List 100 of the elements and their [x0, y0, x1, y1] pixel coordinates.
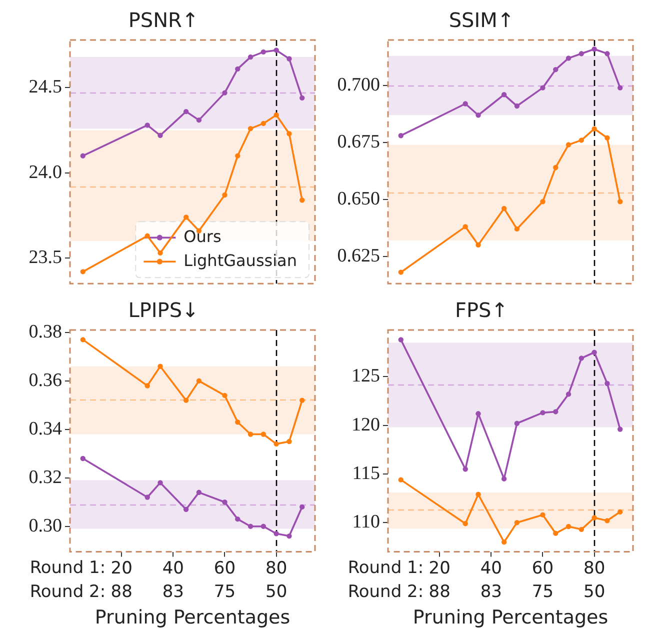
- point: [566, 56, 572, 61]
- point: [183, 108, 189, 114]
- point: [235, 420, 240, 425]
- point: [235, 516, 240, 522]
- chart-title: FPS↑: [454, 298, 508, 322]
- x-tick-label: 40: [480, 558, 502, 578]
- y-tick-label: 0.675: [337, 131, 380, 152]
- point: [183, 506, 189, 512]
- point: [80, 456, 86, 462]
- point: [514, 520, 520, 526]
- x-axis-title: Pruning Percentages: [94, 606, 290, 629]
- point: [462, 224, 468, 230]
- text: 75: [214, 582, 236, 602]
- chart-title: SSIM↑: [448, 8, 514, 32]
- point: [592, 46, 597, 52]
- point: [476, 411, 481, 416]
- point: [540, 410, 546, 416]
- point: [158, 250, 163, 256]
- point: [158, 132, 163, 138]
- point: [540, 512, 546, 518]
- point: [196, 490, 202, 496]
- point: [618, 509, 623, 515]
- point: [158, 480, 163, 486]
- point: [80, 269, 86, 274]
- point: [592, 126, 597, 132]
- y-tick-label: 24.0: [28, 162, 62, 183]
- point: [566, 524, 572, 530]
- point: [144, 233, 150, 238]
- x-tick-label: 60: [214, 558, 236, 578]
- point: [553, 66, 558, 72]
- point: [235, 153, 240, 158]
- point: [158, 364, 163, 369]
- y-tick-label: 23.5: [28, 247, 62, 268]
- text: 88: [110, 582, 132, 602]
- point: [260, 120, 266, 126]
- x-tick-label: 20: [428, 558, 450, 578]
- text: 75: [532, 582, 554, 602]
- point: [286, 131, 292, 136]
- y-tick-label: 0.30: [28, 515, 62, 536]
- y-tick-label: 0.38: [28, 321, 62, 342]
- point: [501, 476, 507, 482]
- chart-title: PSNR↑: [128, 8, 199, 32]
- point: [462, 466, 468, 472]
- text: 50: [583, 582, 606, 602]
- point: [618, 199, 623, 204]
- text: Round 1:: [30, 558, 106, 578]
- point: [260, 524, 266, 529]
- point: [476, 492, 481, 498]
- point: [578, 356, 584, 361]
- point: [618, 85, 623, 90]
- point: [592, 515, 597, 520]
- text: Round 2:: [348, 582, 424, 602]
- point: [540, 199, 546, 204]
- point: [514, 420, 520, 426]
- point: [578, 138, 584, 143]
- y-tick-label: 0.36: [28, 370, 62, 391]
- point: [248, 524, 254, 529]
- point: [196, 117, 202, 123]
- point: [235, 66, 240, 72]
- point: [398, 477, 404, 482]
- point: [398, 133, 404, 138]
- x-tick-label: 40: [162, 558, 184, 578]
- point: [274, 531, 279, 536]
- point: [300, 504, 305, 510]
- point: [274, 48, 279, 53]
- point: [462, 101, 468, 106]
- y-tick-label: 0.34: [28, 418, 62, 440]
- point: [476, 242, 481, 248]
- point: [248, 54, 254, 60]
- point: [286, 533, 292, 539]
- point: [144, 122, 150, 128]
- text: Round 1:: [348, 558, 424, 578]
- y-tick-label: 120: [352, 414, 380, 436]
- point: [462, 520, 468, 526]
- point: [222, 392, 228, 398]
- legend-label: LightGaussian: [184, 250, 298, 270]
- point: [274, 441, 279, 447]
- point: [80, 337, 86, 342]
- legend-label: Ours: [184, 226, 222, 246]
- x-tick-label: 60: [532, 558, 554, 578]
- point: [566, 142, 572, 148]
- y-tick-label: 110: [352, 512, 380, 533]
- point: [618, 426, 623, 432]
- point: [501, 206, 507, 212]
- point: [604, 135, 610, 140]
- point: [222, 192, 228, 198]
- point: [260, 432, 266, 437]
- point: [300, 398, 305, 403]
- y-tick-label: 0.700: [337, 74, 380, 96]
- point: [553, 530, 558, 536]
- point: [540, 85, 546, 90]
- y-tick-label: 0.32: [28, 466, 62, 488]
- point: [222, 500, 228, 505]
- point: [222, 90, 228, 96]
- point: [604, 380, 610, 386]
- point: [144, 383, 150, 388]
- text: Round 2:: [30, 582, 106, 602]
- x-tick-label: 20: [110, 558, 132, 578]
- point: [566, 392, 572, 397]
- point: [183, 398, 189, 403]
